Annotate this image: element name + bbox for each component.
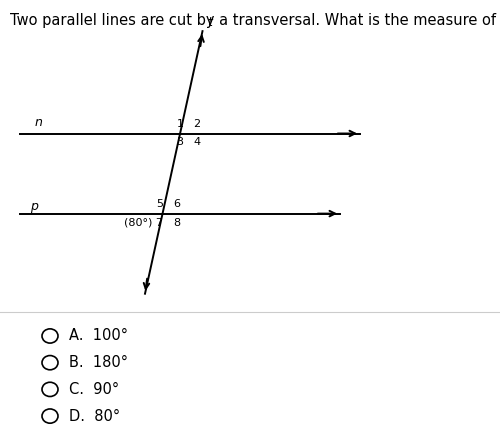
- Text: Two parallel lines are cut by a transversal. What is the measure of ∢2?: Two parallel lines are cut by a transver…: [10, 13, 500, 28]
- Text: n: n: [35, 116, 43, 129]
- Text: D.  80°: D. 80°: [69, 409, 120, 424]
- Text: A.  100°: A. 100°: [69, 328, 128, 344]
- Text: t: t: [208, 16, 212, 29]
- Text: (80°) 7: (80°) 7: [124, 218, 164, 227]
- Text: 5: 5: [156, 199, 164, 209]
- Text: 1: 1: [176, 119, 184, 129]
- Text: B.  180°: B. 180°: [69, 355, 128, 370]
- Text: 3: 3: [176, 138, 184, 147]
- Text: p: p: [30, 200, 38, 214]
- Text: 8: 8: [174, 218, 180, 227]
- Text: 2: 2: [194, 119, 200, 129]
- Text: 4: 4: [194, 138, 200, 147]
- Text: C.  90°: C. 90°: [69, 382, 119, 397]
- Text: 6: 6: [174, 199, 180, 209]
